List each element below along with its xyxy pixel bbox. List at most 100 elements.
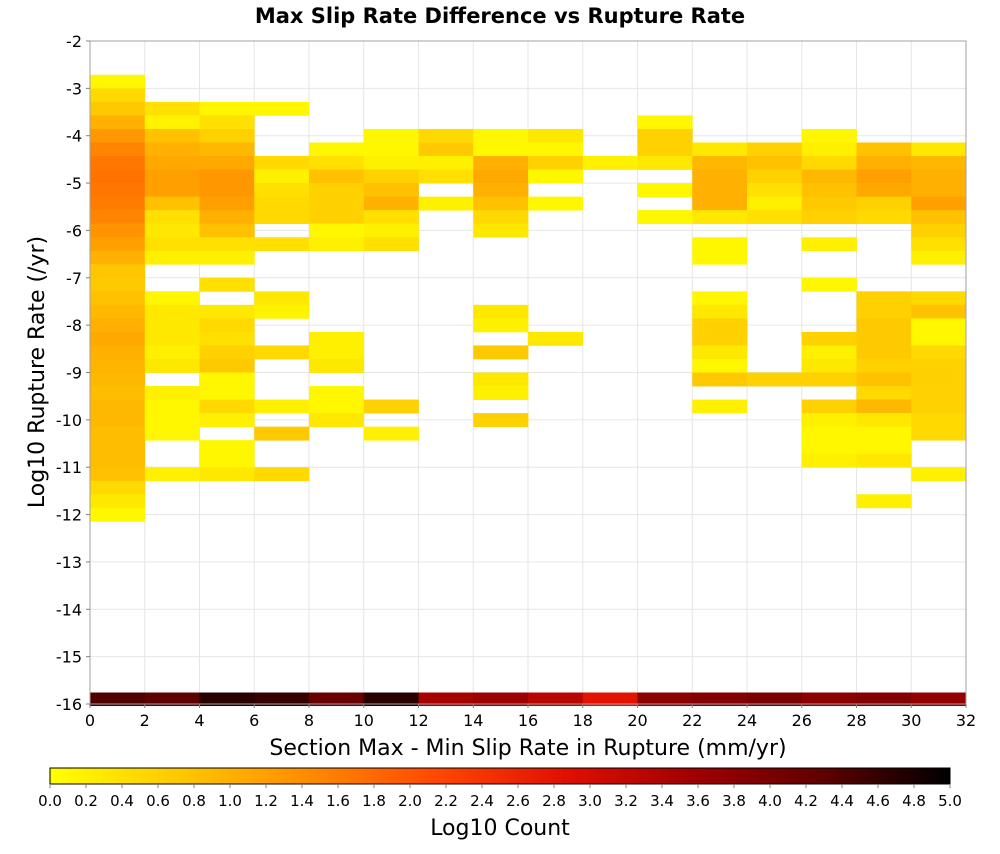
heatmap-cell xyxy=(692,399,748,414)
heatmap-cell xyxy=(199,399,255,414)
heatmap-cell xyxy=(856,331,912,346)
heatmap-cell xyxy=(199,358,255,373)
heatmap-cell xyxy=(199,277,255,292)
heatmap-cell xyxy=(90,169,146,184)
heatmap-cell xyxy=(309,386,365,400)
heatmap-cell-bottom xyxy=(637,692,693,707)
heatmap-cell xyxy=(144,250,200,265)
heatmap-cell xyxy=(199,115,255,130)
y-axis-label: Log10 Rupture Rate (/yr) xyxy=(25,236,50,508)
heatmap-cell xyxy=(144,183,200,198)
heatmap-cell xyxy=(90,440,146,455)
heatmap-cell xyxy=(911,372,967,387)
heatmap-cell xyxy=(473,210,529,225)
heatmap-cell xyxy=(144,169,200,184)
heatmap-cell xyxy=(637,210,693,225)
heatmap-cell xyxy=(473,169,529,184)
heatmap-cell-bottom xyxy=(254,692,310,707)
heatmap-cell xyxy=(692,210,748,225)
heatmap-cell xyxy=(692,331,748,346)
heatmap-cell xyxy=(363,128,419,143)
heatmap-cell xyxy=(199,101,255,116)
colorbar-tick-label: 0.4 xyxy=(110,792,134,810)
heatmap-cell xyxy=(90,345,146,360)
heatmap-cell xyxy=(856,142,912,157)
heatmap-cell xyxy=(747,372,803,387)
heatmap-cell xyxy=(254,304,310,319)
x-tick-label: 24 xyxy=(737,711,757,730)
colorbar-tick-label: 0.6 xyxy=(146,792,170,810)
heatmap-cell xyxy=(199,196,255,211)
heatmap-cell xyxy=(418,169,474,184)
heatmap-cell xyxy=(144,331,200,346)
heatmap-cell xyxy=(856,386,912,400)
heatmap-cell xyxy=(199,453,255,468)
heatmap-cell xyxy=(747,169,803,184)
x-tick-label: 18 xyxy=(573,711,593,730)
heatmap-cell xyxy=(473,386,529,400)
heatmap-cell xyxy=(144,128,200,143)
heatmap-cell xyxy=(90,237,146,252)
heatmap-cell xyxy=(199,331,255,346)
heatmap-cell xyxy=(309,210,365,225)
heatmap-cell xyxy=(90,453,146,468)
y-axis-ticks: -2 -3 -4 -5 -6 -7 -8 -9 -10 -11 -12 -13 -14 -15 -16 xyxy=(56,32,90,714)
colorbar-tick-label: 3.0 xyxy=(578,792,602,810)
colorbar-tick-label: 3.6 xyxy=(686,792,710,810)
heatmap-cell xyxy=(692,142,748,157)
heatmap-cell xyxy=(856,196,912,211)
heatmap-cell-bottom xyxy=(856,692,912,707)
heatmap-cell xyxy=(692,304,748,319)
heatmap-cell xyxy=(856,318,912,333)
x-axis-ticks: 0 2 4 6 8 10 12 14 16 18 20 22 24 26 28 30 32 xyxy=(85,704,976,730)
heatmap-cell xyxy=(144,345,200,360)
heatmap-cell xyxy=(801,331,857,346)
heatmap-cell xyxy=(90,426,146,441)
heatmap-cell xyxy=(90,507,146,522)
heatmap-cell xyxy=(254,399,310,414)
heatmap-cell-bottom xyxy=(473,692,529,707)
heatmap-cell xyxy=(911,210,967,225)
heatmap-cell xyxy=(199,250,255,265)
colorbar-tick-label: 1.8 xyxy=(362,792,386,810)
x-tick-label: 16 xyxy=(518,711,538,730)
heatmap-cell xyxy=(199,169,255,184)
heatmap-cell xyxy=(418,128,474,143)
heatmap-cell xyxy=(254,291,310,306)
heatmap-cell xyxy=(856,399,912,414)
heatmap-cell xyxy=(144,142,200,157)
colorbar-tick-label: 2.0 xyxy=(398,792,422,810)
colorbar-tick-label: 2.4 xyxy=(470,792,494,810)
heatmap-cell xyxy=(363,237,419,252)
colorbar-tick-label: 3.2 xyxy=(614,792,638,810)
heatmap-cell xyxy=(363,183,419,198)
colorbar-tick-label: 4.2 xyxy=(794,792,818,810)
heatmap-cell xyxy=(309,196,365,211)
heatmap-cell xyxy=(747,183,803,198)
heatmap-cell xyxy=(801,413,857,428)
heatmap-cell xyxy=(582,155,638,170)
heatmap-cell xyxy=(199,304,255,319)
heatmap-cell xyxy=(473,318,529,333)
heatmap-cell xyxy=(144,318,200,333)
heatmap-cell xyxy=(692,183,748,198)
heatmap-cell xyxy=(418,142,474,157)
heatmap-cell xyxy=(144,237,200,252)
x-tick-label: 10 xyxy=(354,711,374,730)
heatmap-cell xyxy=(856,440,912,455)
heatmap-cell xyxy=(90,494,146,509)
heatmap-cell xyxy=(911,331,967,346)
heatmap-cell xyxy=(254,169,310,184)
heatmap-cell xyxy=(199,413,255,428)
heatmap-cell-bottom xyxy=(692,692,748,707)
heatmap-cell xyxy=(801,196,857,211)
heatmap-cell xyxy=(309,183,365,198)
heatmap-cell xyxy=(856,210,912,225)
y-tick-label: -4 xyxy=(66,127,82,146)
heatmap-cell xyxy=(309,237,365,252)
colorbar-tick-label: 1.0 xyxy=(218,792,242,810)
x-tick-label: 28 xyxy=(846,711,866,730)
heatmap-cell xyxy=(856,413,912,428)
heatmap-cell-bottom xyxy=(801,692,857,707)
heatmap-cell xyxy=(90,115,146,130)
